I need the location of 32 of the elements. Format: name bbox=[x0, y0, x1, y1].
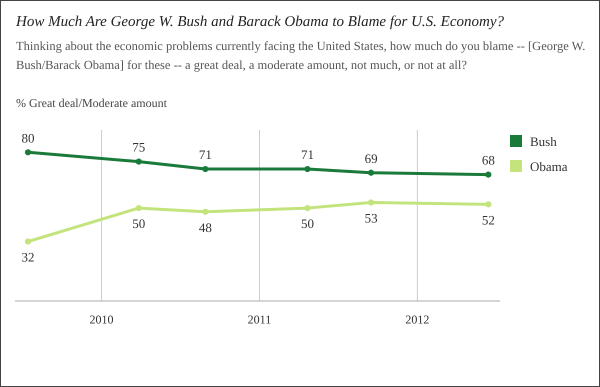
legend-label: Obama bbox=[530, 159, 568, 174]
data-label: 32 bbox=[21, 250, 34, 265]
point bbox=[304, 166, 311, 172]
data-label: 71 bbox=[198, 147, 212, 162]
point bbox=[485, 201, 492, 208]
chart-title: How Much Are George W. Bush and Barack Obama to Blame for U.S. Economy? bbox=[15, 14, 504, 30]
legend-label: Bush bbox=[530, 134, 558, 149]
point bbox=[24, 238, 32, 245]
point bbox=[24, 149, 32, 156]
point bbox=[368, 199, 374, 206]
data-label: 50 bbox=[132, 216, 146, 232]
y-axis-title: % Great deal/Moderate amount bbox=[16, 96, 168, 110]
point bbox=[485, 172, 492, 178]
x-tick-label: 2010 bbox=[90, 312, 114, 327]
point bbox=[304, 204, 311, 212]
chart-subtitle: Thinking about the economic problems currently facing the United States, how much do you blame -- [George W. Bush/Barack Obama] for these -- a great deal, a moderate amount, not much, or not at all? bbox=[16, 39, 586, 72]
x-tick-label: 2011 bbox=[248, 312, 272, 327]
point bbox=[136, 158, 142, 165]
data-label: 52 bbox=[482, 212, 495, 228]
point bbox=[136, 204, 142, 212]
point bbox=[202, 208, 208, 215]
data-label: 71 bbox=[300, 147, 314, 162]
data-label: 50 bbox=[300, 216, 314, 232]
point bbox=[202, 166, 208, 172]
data-label: 53 bbox=[364, 210, 378, 226]
x-tick-label: 2012 bbox=[405, 312, 430, 327]
data-label: 80 bbox=[21, 130, 34, 146]
data-label: 75 bbox=[132, 140, 146, 155]
data-label: 69 bbox=[364, 150, 378, 166]
point bbox=[368, 170, 374, 176]
data-label: 68 bbox=[482, 152, 495, 168]
data-label: 48 bbox=[198, 220, 212, 235]
